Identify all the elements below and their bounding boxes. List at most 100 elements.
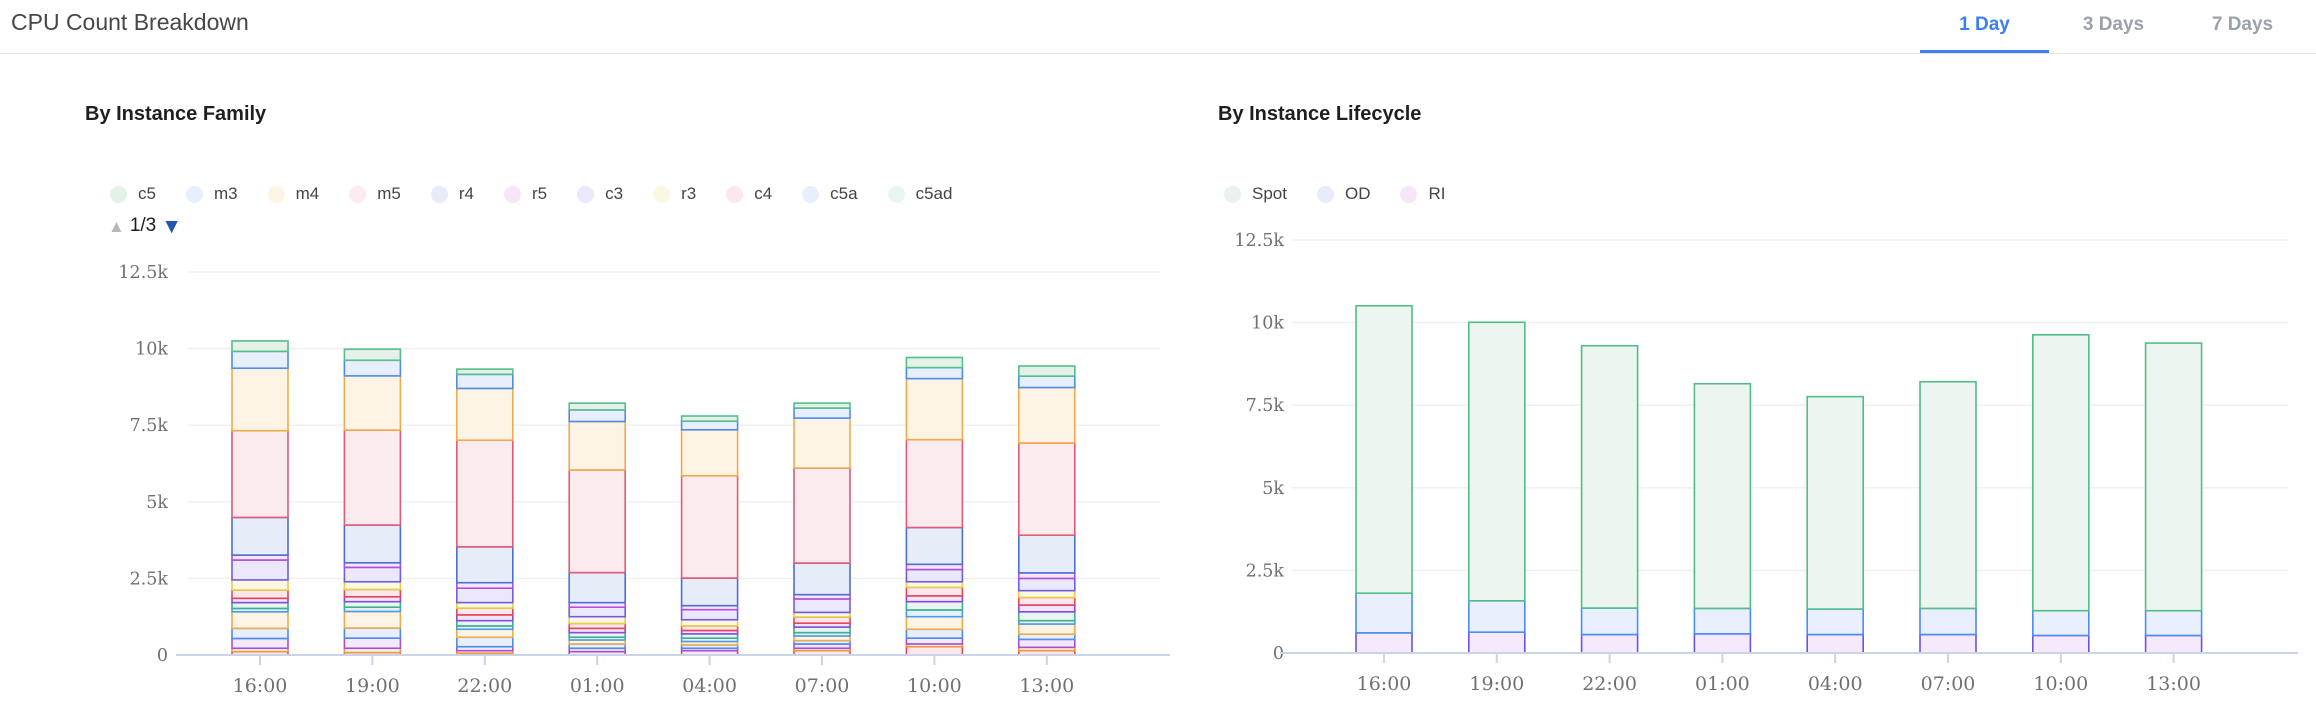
bar-01-00[interactable]	[1693, 382, 1752, 654]
segment-c3	[231, 559, 289, 581]
legend-item-m5[interactable]: m5	[349, 184, 401, 204]
legend-item-ri[interactable]: RI	[1400, 184, 1445, 204]
legend-swatch-r3-icon	[653, 185, 671, 203]
segment-c4	[793, 616, 851, 624]
segment-r3	[680, 618, 739, 627]
bar-16-00[interactable]	[1355, 304, 1413, 654]
legend-page-up-icon[interactable]: ▲	[108, 216, 125, 236]
legend-swatch-c5a-icon	[802, 185, 820, 203]
instance-family-legend: c5 m3 m4 m5 r4 r5 c3 r3 c4 c5a c5ad	[110, 184, 982, 204]
legend-page-down-icon[interactable]: ▼	[161, 214, 183, 238]
legend-item-m3[interactable]: m3	[185, 184, 238, 204]
segment-unlabeled-3	[343, 637, 402, 650]
bar-13-00[interactable]	[2144, 342, 2203, 654]
segment-m3	[568, 409, 627, 423]
x-tick-label: 22:00	[1582, 673, 1637, 695]
segment-r3	[343, 580, 402, 591]
legend-label: m3	[213, 184, 238, 203]
segment-m5	[1017, 442, 1076, 536]
legend-item-spot[interactable]: Spot	[1224, 184, 1287, 204]
segment-r3	[905, 580, 964, 589]
legend-item-c5a[interactable]: c5a	[802, 184, 858, 204]
segment-r3	[455, 601, 514, 609]
bar-10-00[interactable]	[905, 356, 964, 656]
bar-10-00[interactable]	[2031, 334, 2090, 654]
x-tick-label: 19:00	[345, 675, 400, 697]
bar-07-00[interactable]	[1919, 380, 1977, 654]
segment-c5ad	[343, 600, 402, 609]
legend-label: r5	[531, 184, 548, 203]
x-tick-label: 01:00	[1695, 673, 1750, 695]
x-tick-label: 04:00	[682, 675, 737, 697]
legend-item-m4[interactable]: m4	[267, 184, 319, 204]
x-tick-label: 07:00	[795, 675, 850, 697]
bar-19-00[interactable]	[343, 348, 402, 656]
segment-m5	[568, 469, 627, 574]
legend-label: RI	[1428, 184, 1446, 203]
segment-c3	[455, 587, 514, 604]
segment-od	[1806, 608, 1865, 636]
y-tick-label: 0	[157, 646, 168, 666]
legend-item-c5ad[interactable]: c5ad	[887, 184, 952, 204]
bar-04-00[interactable]	[1806, 395, 1865, 654]
segment-c4	[231, 589, 289, 600]
segment-ri	[1355, 632, 1413, 654]
legend-item-c5[interactable]: c5	[110, 184, 156, 204]
segment-m5	[905, 438, 964, 529]
segment-spot	[1919, 380, 1977, 610]
legend-item-c4[interactable]: c4	[726, 184, 772, 204]
segment-unlabeled-5	[905, 645, 964, 656]
segment-m4	[455, 387, 514, 442]
bar-07-00[interactable]	[793, 402, 851, 656]
y-tick-label: 5k	[1262, 479, 1284, 499]
segment-m5	[455, 439, 514, 548]
bar-01-00[interactable]	[568, 402, 627, 656]
segment-c5	[680, 415, 739, 423]
x-tick-label: 10:00	[907, 675, 962, 697]
legend-swatch-c5ad-icon	[887, 185, 905, 203]
bar-04-00[interactable]	[680, 415, 739, 656]
x-tick-label: 10:00	[2033, 673, 2088, 695]
y-tick-label: 12.5k	[1234, 231, 1284, 251]
legend-label: OD	[1344, 184, 1371, 203]
bar-16-00[interactable]	[231, 340, 289, 656]
legend-label: c4	[754, 184, 773, 203]
instance-lifecycle-legend: Spot OD RI	[1224, 184, 1475, 204]
legend-swatch-c5-icon	[110, 185, 127, 203]
segment-c3	[568, 606, 627, 618]
legend-swatch-m3-icon	[185, 185, 203, 203]
segment-m3	[793, 407, 851, 419]
segment-ri	[1806, 633, 1865, 654]
segment-unlabeled-2	[231, 627, 289, 640]
segment-unlabeled-1	[1017, 623, 1076, 635]
segment-m3	[231, 350, 289, 370]
bar-22-00[interactable]	[455, 368, 514, 656]
x-tick-label: 07:00	[1921, 673, 1976, 695]
legend-item-od[interactable]: OD	[1316, 184, 1371, 204]
segment-r3	[231, 579, 289, 591]
segment-r3	[568, 615, 627, 625]
bar-19-00[interactable]	[1468, 321, 1526, 654]
segment-c5	[568, 402, 627, 411]
segment-m3	[905, 366, 964, 380]
legend-label: c5	[138, 184, 156, 203]
bar-22-00[interactable]	[1580, 344, 1639, 654]
legend-item-c3[interactable]: c3	[577, 184, 623, 204]
segment-unlabeled-2	[343, 627, 402, 639]
segment-c5	[793, 402, 851, 409]
segment-od	[2031, 609, 2090, 637]
bar-13-00[interactable]	[1017, 365, 1076, 656]
segment-ri	[1919, 633, 1977, 654]
legend-item-r3[interactable]: r3	[653, 184, 696, 204]
tab-7-days[interactable]: 7 Days	[2211, 14, 2274, 35]
tab-3-days[interactable]: 3 Days	[2082, 14, 2145, 35]
segment-c5a	[905, 609, 964, 618]
legend-item-r4[interactable]: r4	[430, 184, 474, 204]
tab-1-day[interactable]: 1 Day	[1920, 0, 2049, 53]
segment-spot	[1580, 344, 1639, 609]
legend-swatch-od-icon	[1316, 185, 1334, 203]
segment-m4	[793, 417, 851, 469]
legend-item-r5[interactable]: r5	[503, 184, 548, 204]
segment-c5	[1017, 365, 1076, 377]
